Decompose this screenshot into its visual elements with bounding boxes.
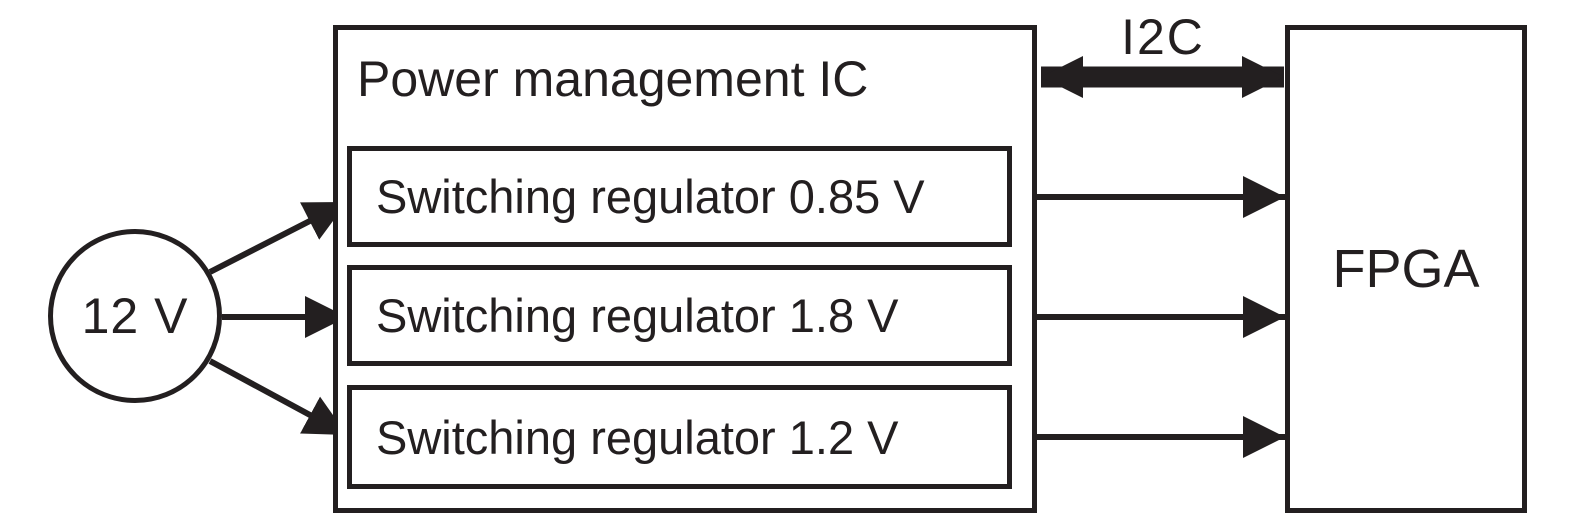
source-node-12v: 12 V: [48, 229, 222, 403]
regulator-label: Switching regulator 0.85 V: [376, 170, 925, 223]
fpga-box: FPGA: [1285, 25, 1527, 513]
pmic-title: Power management IC: [357, 51, 869, 107]
source-label: 12 V: [81, 288, 189, 344]
regulator-label: Switching regulator 1.2 V: [376, 410, 899, 464]
supply-arrow-to-regulator-085: [208, 199, 349, 275]
regulator-box-12v: Switching regulator 1.2 V: [347, 385, 1012, 489]
regulator-box-085v: Switching regulator 0.85 V: [347, 146, 1012, 247]
i2c-bus-label: I2C: [1121, 9, 1205, 65]
fpga-label: FPGA: [1332, 239, 1480, 299]
regulator-box-18v: Switching regulator 1.8 V: [347, 265, 1012, 366]
supply-arrow-to-regulator-12: [208, 358, 349, 438]
regulator-label: Switching regulator 1.8 V: [376, 289, 899, 342]
